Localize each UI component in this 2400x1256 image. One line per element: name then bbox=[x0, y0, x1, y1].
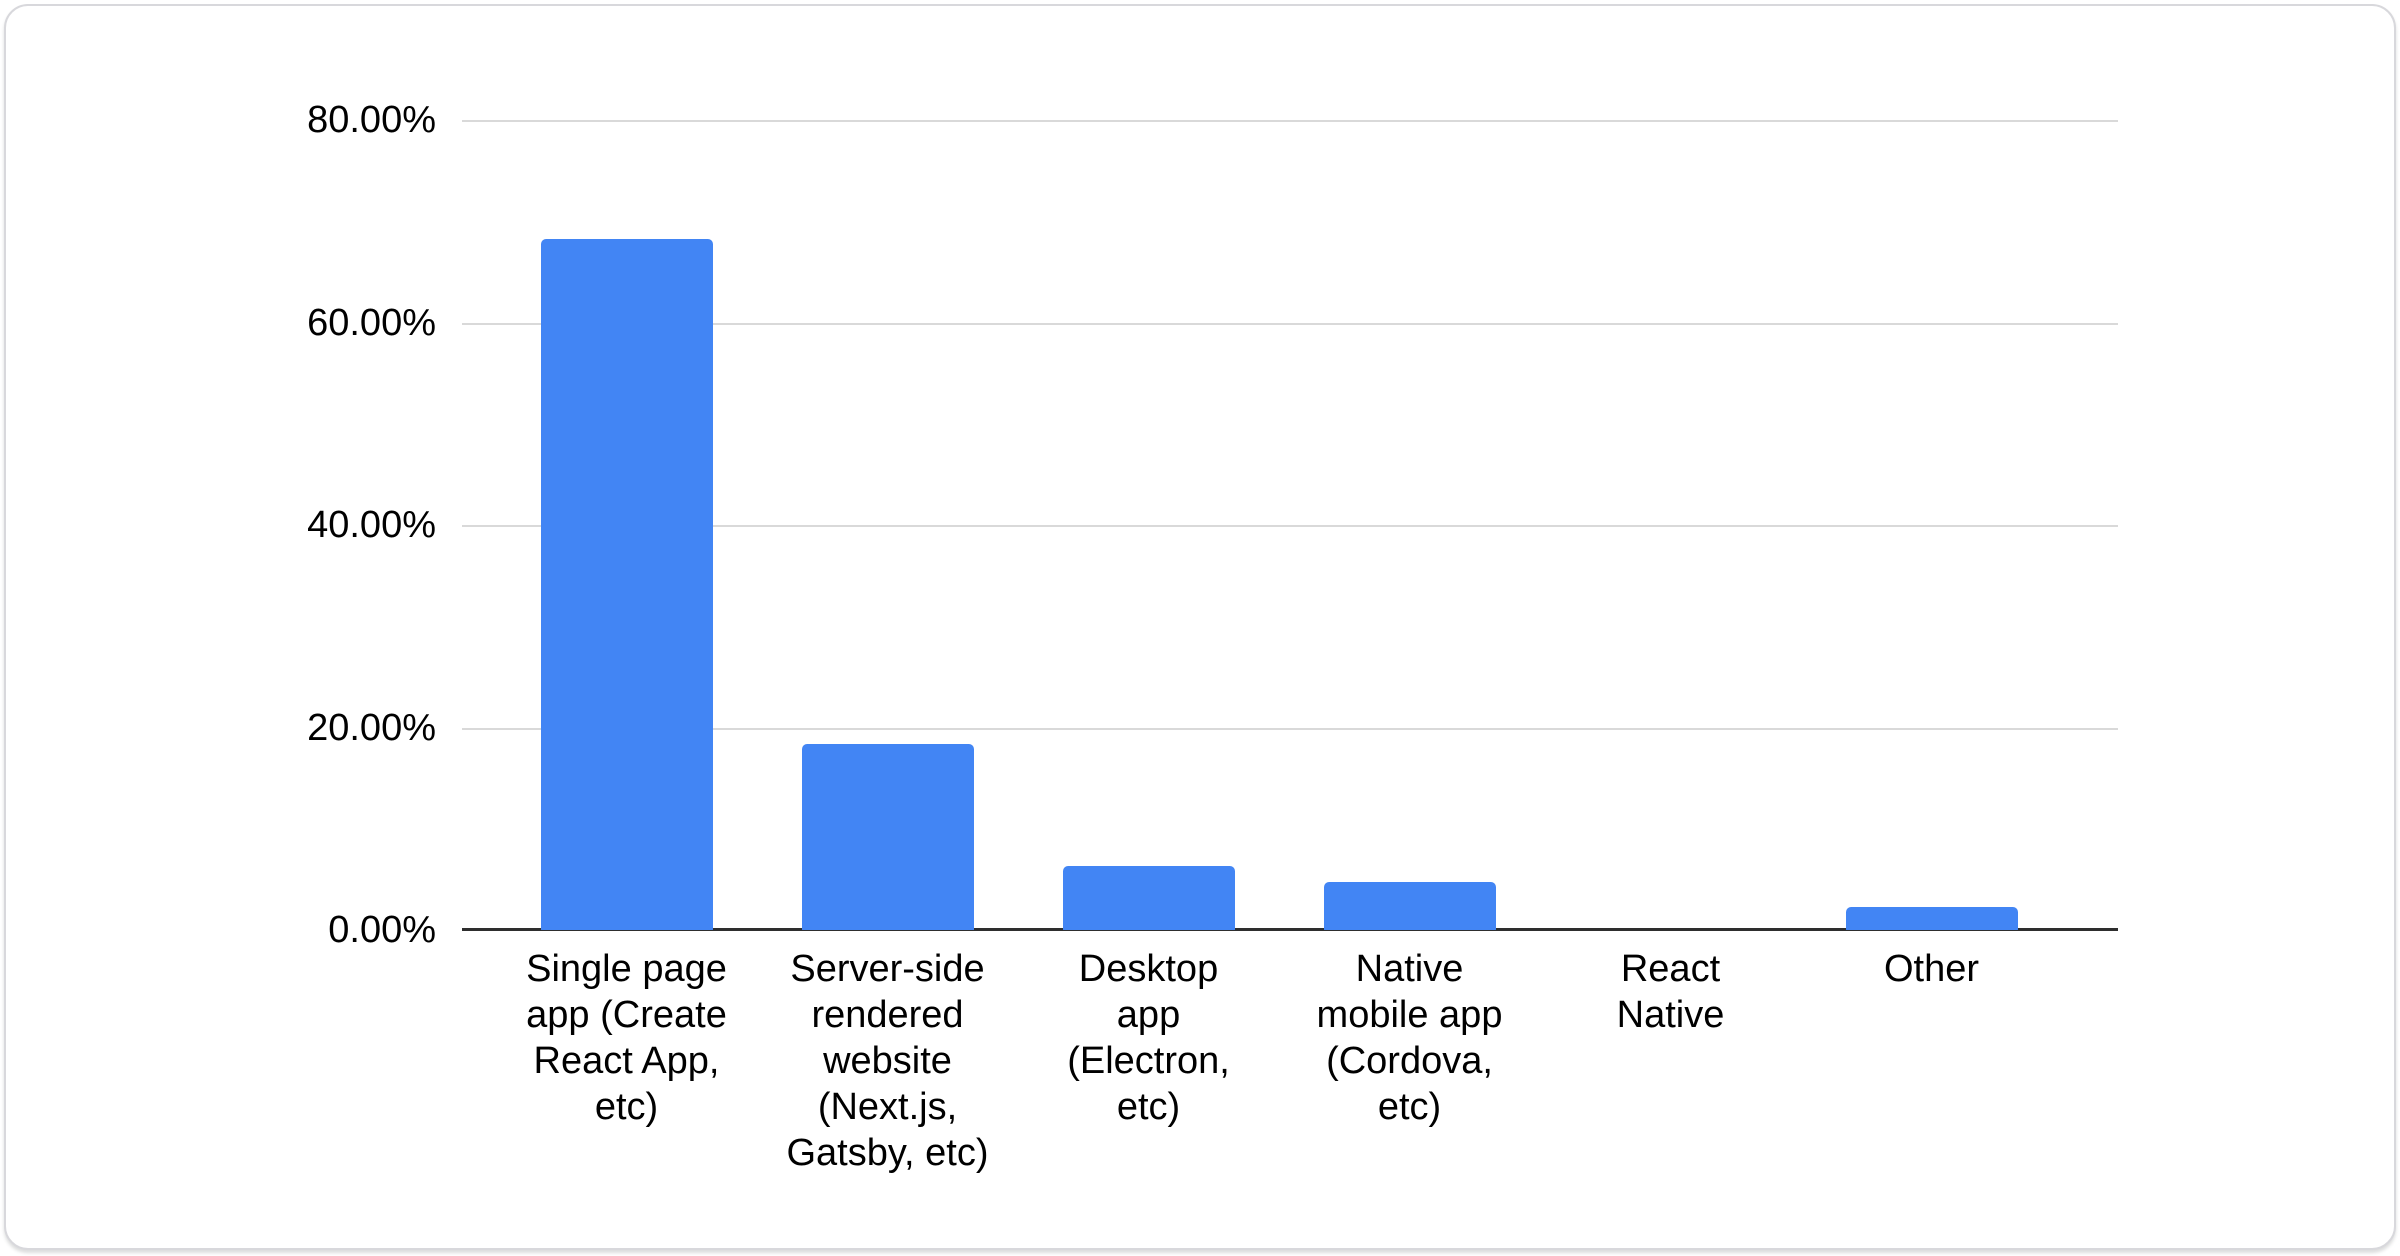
x-axis-label-1: Single page app (Create React App, etc) bbox=[526, 948, 727, 1128]
x-axis-label-5: React Native bbox=[1616, 948, 1725, 1036]
plot-area bbox=[462, 120, 2118, 931]
y-tick-label-40: 40.00% bbox=[307, 504, 436, 546]
gridline-40 bbox=[462, 525, 2118, 527]
gridline-80 bbox=[462, 120, 2118, 122]
bar-3 bbox=[1062, 866, 1235, 930]
y-tick-label-80: 80.00% bbox=[307, 99, 436, 141]
gridline-20 bbox=[462, 727, 2118, 730]
chart-card: 80.00% 60.00% 40.00% 20.00% 0.00% Single pag… bbox=[4, 4, 2396, 1250]
y-tick-label-60: 60.00% bbox=[307, 301, 436, 344]
x-axis-labels: Single page app (Create React App, etc) S… bbox=[496, 946, 2062, 1246]
bar-series bbox=[496, 120, 2062, 930]
x-axis-label-3: Desktop app (Electron, etc) bbox=[1067, 948, 1230, 1128]
bar-4 bbox=[1323, 882, 1496, 930]
x-axis-label-6: Other bbox=[1883, 948, 1980, 990]
bar-6 bbox=[1845, 907, 2018, 930]
bar-1 bbox=[540, 239, 713, 930]
gridline-60 bbox=[462, 322, 2118, 325]
y-tick-label-20: 20.00% bbox=[307, 706, 436, 749]
x-axis-label-2: Server-side rendered website (Next.js, G… bbox=[786, 948, 989, 1174]
bar-2 bbox=[801, 744, 974, 930]
x-axis-baseline bbox=[462, 928, 2118, 931]
y-tick-label-0: 0.00% bbox=[328, 909, 436, 951]
x-axis-label-4: Native mobile app (Cordova, etc) bbox=[1316, 948, 1503, 1128]
